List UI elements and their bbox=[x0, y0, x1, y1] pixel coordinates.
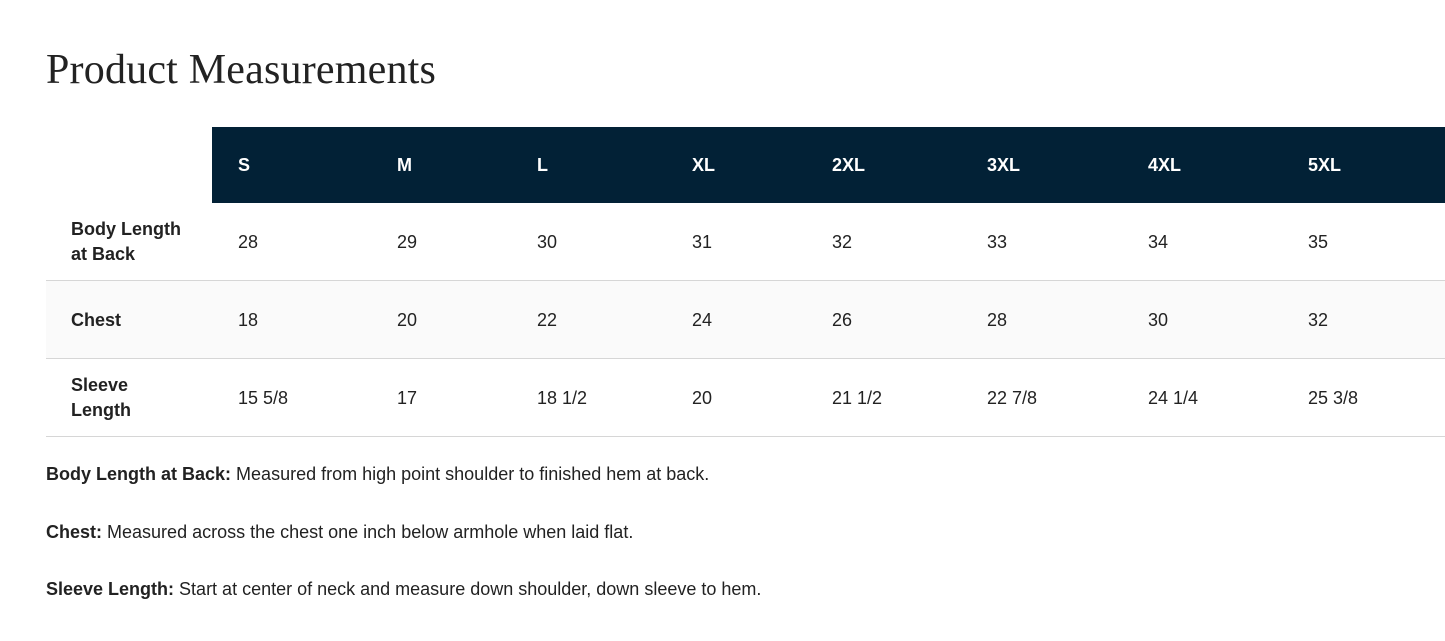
table-cell: 32 bbox=[832, 231, 853, 252]
table-cell: 29 bbox=[397, 231, 418, 252]
table-cell: 30 bbox=[537, 231, 558, 252]
table-cell: 18 1/2 bbox=[537, 387, 588, 408]
table-row bbox=[46, 359, 1445, 437]
table-row bbox=[46, 203, 1445, 281]
row-label: Chest bbox=[71, 309, 122, 330]
note-text: Measured from high point shoulder to fin… bbox=[236, 464, 710, 484]
page-title: Product Measurements bbox=[46, 47, 437, 93]
table-cell: 25 3/8 bbox=[1308, 387, 1359, 408]
table-cell: 33 bbox=[987, 231, 1008, 252]
note-term: Body Length at Back: bbox=[46, 464, 232, 484]
table-cell: 26 bbox=[832, 309, 853, 330]
table-cell: 20 bbox=[397, 309, 418, 330]
table-cell: 17 bbox=[397, 387, 418, 408]
note-term: Sleeve Length: bbox=[46, 579, 175, 599]
row-label: Sleeve Length bbox=[71, 375, 131, 420]
note-term: Chest: bbox=[46, 521, 103, 542]
table-cell: 28 bbox=[238, 231, 259, 252]
column-header: 5XL bbox=[1308, 154, 1342, 175]
table-cell: 31 bbox=[692, 231, 713, 252]
table-cell: 24 bbox=[692, 309, 713, 330]
table-cell: 15 5/8 bbox=[238, 387, 289, 408]
table-cell: 18 bbox=[238, 309, 259, 330]
column-header: M bbox=[397, 154, 412, 175]
column-header: S bbox=[238, 154, 251, 175]
column-header: 2XL bbox=[832, 154, 866, 175]
note: Sleeve Length: Start at center of neck a… bbox=[46, 579, 761, 600]
column-header: 3XL bbox=[987, 154, 1021, 175]
note: Body Length at Back: Measured from high … bbox=[46, 464, 709, 485]
column-header: XL bbox=[692, 154, 716, 175]
note-text: Start at center of neck and measure down… bbox=[179, 579, 762, 599]
table-cell: 34 bbox=[1148, 231, 1169, 252]
column-header: L bbox=[537, 154, 548, 175]
note: Chest: Measured across the chest one inc… bbox=[46, 522, 633, 543]
column-header: 4XL bbox=[1148, 154, 1182, 175]
table-cell: 28 bbox=[987, 309, 1008, 330]
table-row bbox=[46, 281, 1445, 359]
table-cell: 20 bbox=[692, 387, 713, 408]
table-cell: 30 bbox=[1148, 309, 1169, 330]
table-cell: 32 bbox=[1308, 309, 1329, 330]
table-cell: 22 7/8 bbox=[987, 387, 1038, 408]
table-cell: 22 bbox=[537, 309, 558, 330]
measurements-table: S M L XL 2XL 3XL 4XL 5XL Body Length at Back 28 29… bbox=[46, 127, 1445, 438]
row-label: Body Length at Back bbox=[71, 219, 181, 264]
table-cell: 24 1/4 bbox=[1148, 387, 1199, 408]
table-header bbox=[212, 127, 1445, 203]
note-text: Measured across the chest one inch below… bbox=[107, 521, 634, 542]
table-cell: 21 1/2 bbox=[832, 387, 883, 408]
table-cell: 35 bbox=[1308, 231, 1329, 252]
